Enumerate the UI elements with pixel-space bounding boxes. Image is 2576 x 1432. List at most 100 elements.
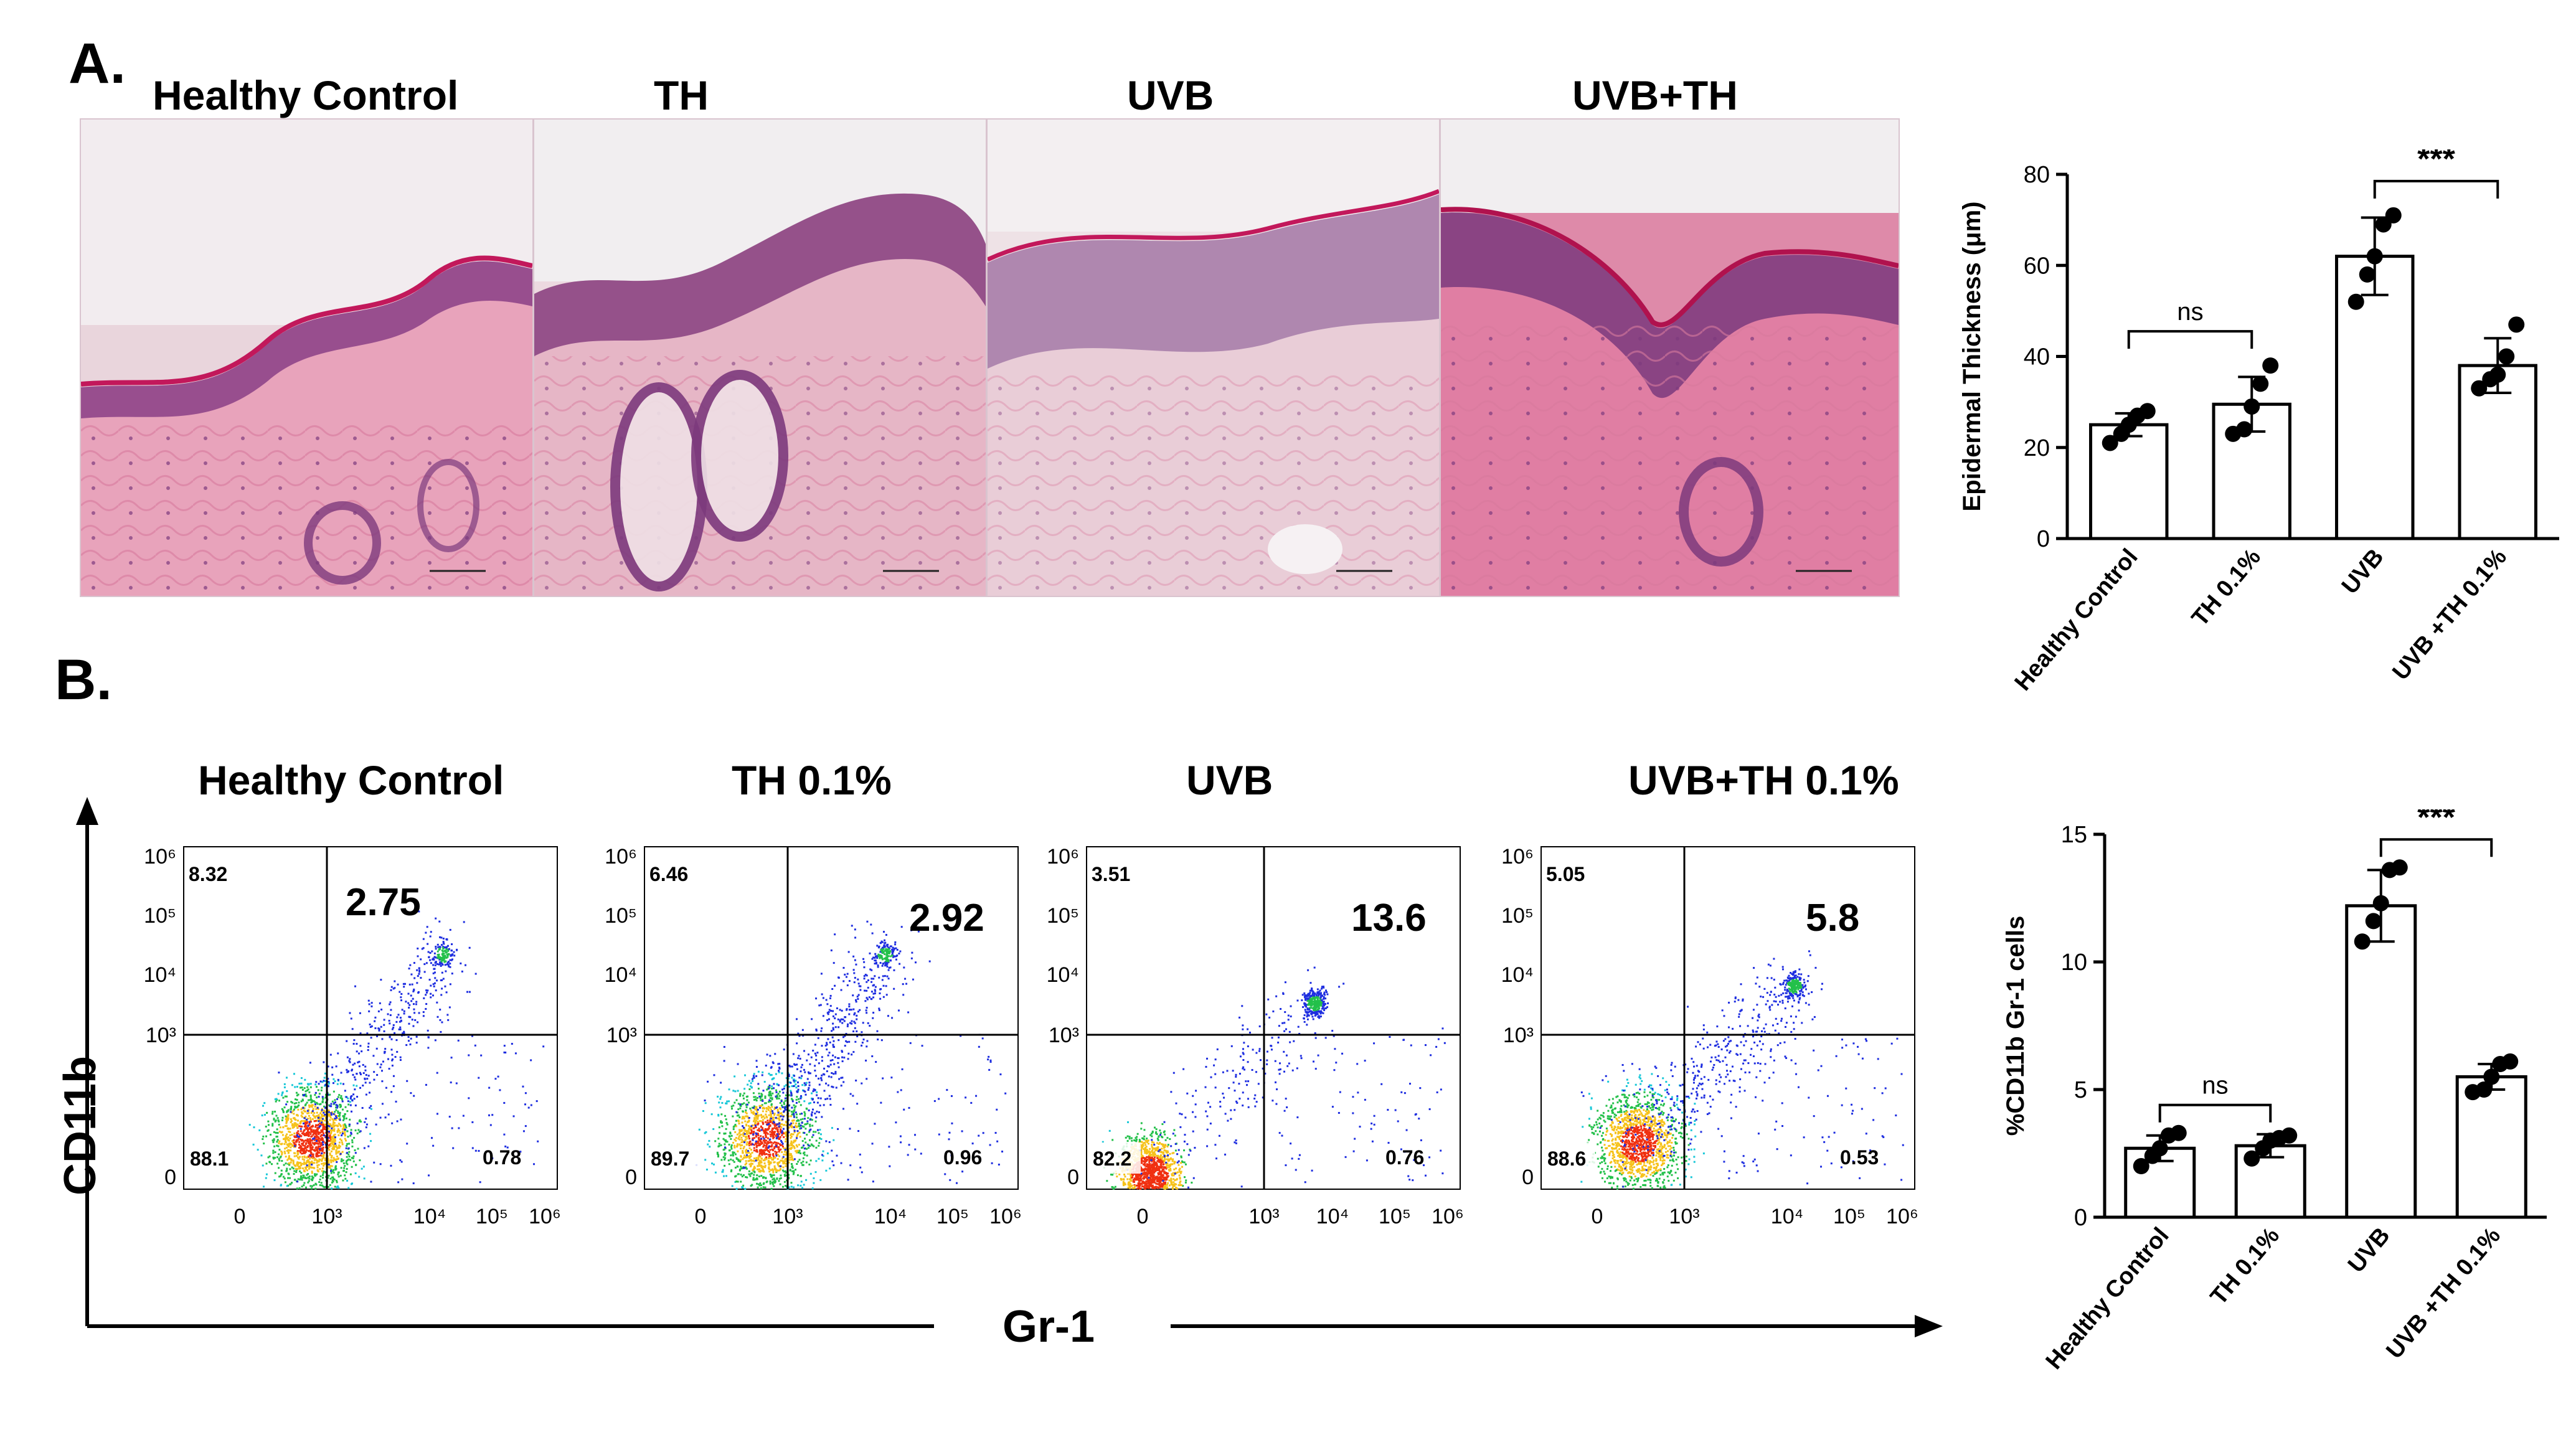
event-dot (775, 1095, 777, 1098)
event-dot (309, 1098, 312, 1100)
event-dot (732, 1154, 734, 1156)
event-dot (776, 1164, 779, 1166)
event-dot (1159, 1129, 1161, 1132)
event-dot (403, 1012, 405, 1015)
event-dot (803, 1132, 806, 1134)
event-dot (783, 1085, 786, 1088)
event-dot (740, 1130, 742, 1133)
event-dot (1133, 1139, 1136, 1142)
event-dot (777, 1070, 780, 1072)
event-dot (758, 1129, 760, 1132)
event-dot (818, 1144, 820, 1147)
event-dot (1150, 1179, 1153, 1182)
event-dot (1163, 1181, 1165, 1184)
event-dot (767, 1141, 769, 1143)
event-dot (303, 1155, 306, 1157)
event-dot (439, 961, 441, 964)
event-dot (783, 1162, 785, 1165)
event-dot (1180, 1171, 1182, 1173)
event-dot (730, 1108, 733, 1110)
event-dot (333, 1158, 336, 1161)
event-dot (399, 1028, 402, 1030)
event-dot (763, 1117, 766, 1119)
event-dot (524, 1125, 527, 1128)
event-dot (885, 954, 888, 956)
event-dot (762, 1100, 764, 1102)
event-dot (778, 1169, 781, 1172)
event-dot (314, 1105, 316, 1108)
event-dot (901, 1068, 903, 1070)
event-dot (330, 1112, 333, 1114)
event-dot (1164, 1187, 1166, 1190)
event-dot (289, 1142, 291, 1144)
event-dot (768, 1114, 770, 1116)
event-dot (788, 1174, 790, 1176)
event-dot (276, 1162, 279, 1165)
event-dot (324, 1162, 327, 1165)
event-dot (300, 1135, 302, 1138)
event-dot (300, 1108, 303, 1111)
event-dot (791, 1100, 794, 1103)
event-dot (769, 1133, 771, 1136)
event-dot (758, 1128, 760, 1130)
event-dot (352, 1084, 355, 1086)
event-dot (334, 1118, 336, 1120)
event-dot (432, 964, 435, 966)
event-dot (833, 1073, 835, 1075)
event-dot (316, 1115, 318, 1118)
event-dot (724, 1158, 726, 1161)
event-dot (344, 1134, 346, 1137)
event-dot (308, 1180, 310, 1182)
event-dot (758, 1114, 760, 1116)
event-dot (793, 1109, 795, 1112)
event-dot (745, 1176, 747, 1179)
event-dot (522, 1085, 524, 1088)
flow-plot-th: 6.46 2.92 89.7 0.96 0 10³ 10⁴ 10⁵ 10⁶ 0 10³ 10⁴ 10⁵ 1… (576, 822, 1037, 1295)
event-dot (283, 1083, 286, 1085)
event-dot (348, 1125, 351, 1128)
event-dot (313, 1143, 316, 1146)
event-dot (503, 1101, 506, 1104)
event-dot (761, 1127, 763, 1129)
event-dot (745, 1149, 748, 1151)
event-dot (403, 1032, 405, 1034)
event-dot (825, 1140, 828, 1142)
event-dot (1160, 1174, 1163, 1177)
event-dot (809, 1072, 811, 1075)
event-dot (465, 964, 467, 966)
event-dot (790, 1182, 793, 1184)
event-dot (449, 928, 451, 931)
event-dot (451, 953, 454, 956)
event-dot (758, 1175, 760, 1178)
event-dot (271, 1124, 274, 1127)
event-dot (471, 1121, 474, 1123)
event-dot (440, 1030, 442, 1033)
event-dot (398, 1028, 400, 1030)
event-dot (749, 1159, 752, 1162)
event-dot (840, 989, 842, 991)
event-dot (352, 1063, 354, 1066)
event-dot (410, 1092, 412, 1095)
event-dot (720, 1144, 722, 1146)
event-dot (292, 1117, 295, 1119)
event-dot (776, 1096, 778, 1099)
event-dot (770, 1135, 772, 1138)
event-dot (328, 1144, 331, 1146)
event-dot (805, 1081, 808, 1084)
event-dot (789, 1169, 791, 1171)
event-dot (1139, 1141, 1142, 1143)
event-dot (698, 1128, 701, 1131)
event-dot (826, 1043, 828, 1046)
event-dot (811, 1124, 814, 1127)
event-dot (1155, 1162, 1158, 1164)
event-dot (871, 1055, 874, 1057)
event-dot (331, 1100, 334, 1103)
event-dot (745, 1103, 748, 1106)
event-dot (324, 1080, 326, 1082)
event-dot (818, 1142, 821, 1144)
event-dot (776, 1133, 779, 1136)
event-dot (757, 1134, 760, 1136)
event-dot (311, 1185, 313, 1187)
x-tick-label: 10⁶ (989, 1205, 1022, 1228)
event-dot (795, 1101, 798, 1104)
